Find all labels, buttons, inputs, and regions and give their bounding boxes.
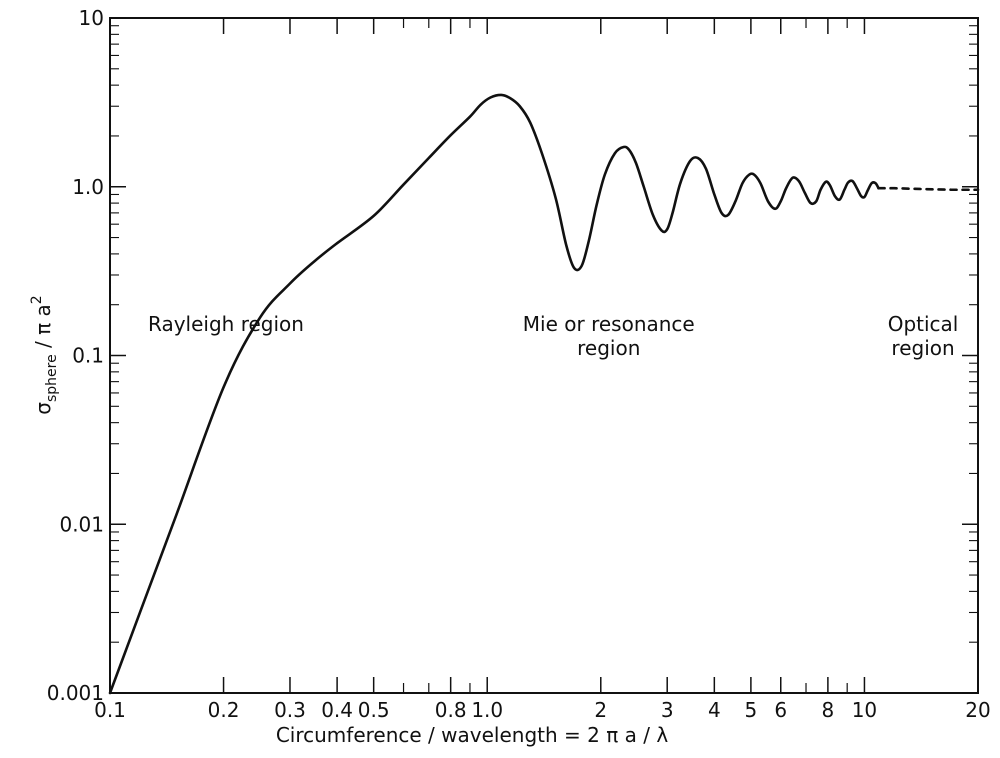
x-tick-label: 0.2 — [208, 698, 240, 722]
x-tick-label: 0.8 — [435, 698, 467, 722]
y-axis-title-symbol: σ — [31, 402, 55, 415]
x-tick-label: 0.1 — [94, 698, 126, 722]
x-tick-label: 1.0 — [471, 698, 503, 722]
y-tick-label: 0.01 — [59, 512, 104, 536]
y-tick-label: 0.1 — [72, 344, 104, 368]
x-tick-label: 0.3 — [274, 698, 306, 722]
y-tick-label: 1.0 — [72, 175, 104, 199]
y-axis-title: σsphere / π a2 — [29, 295, 60, 414]
x-tick-label: 2 — [594, 698, 607, 722]
x-tick-label: 5 — [745, 698, 758, 722]
region-label: region — [577, 336, 640, 360]
plot-area-frame — [109, 17, 979, 694]
region-label: region — [891, 336, 954, 360]
x-tick-label: 20 — [965, 698, 990, 722]
series-layer — [108, 93, 980, 695]
series-line-optical-dashed — [877, 186, 980, 192]
tick-labels: 0.1 0.2 0.3 0.4 0.5 0.8 1.0 2 3 4 5 6 8 10 200.0010.01… — [47, 6, 991, 722]
region-label: Optical — [888, 312, 959, 336]
x-tick-label: 10 — [852, 698, 877, 722]
x-axis-title: Circumference / wavelength = 2 π a / λ — [276, 723, 668, 747]
tick-marks — [109, 17, 979, 694]
y-tick-label: 0.001 — [47, 681, 104, 705]
y-tick-label: 10 — [79, 6, 104, 30]
x-tick-label: 0.4 — [321, 698, 353, 722]
x-tick-label: 6 — [774, 698, 787, 722]
x-tick-label: 8 — [822, 698, 835, 722]
x-tick-label: 4 — [708, 698, 721, 722]
x-tick-label: 0.5 — [358, 698, 390, 722]
y-axis-title-superscript: 2 — [29, 295, 45, 304]
region-label: Rayleigh region — [148, 312, 304, 336]
y-axis-title-divisor: / π a — [31, 304, 55, 354]
x-tick-label: 3 — [661, 698, 674, 722]
series-line-cross-section — [108, 93, 880, 695]
y-axis-title-subscript: sphere — [44, 354, 60, 402]
annotation-layer: Rayleigh region Mie or resonanceregionOpt… — [148, 312, 958, 360]
region-label: Mie or resonance — [523, 312, 695, 336]
